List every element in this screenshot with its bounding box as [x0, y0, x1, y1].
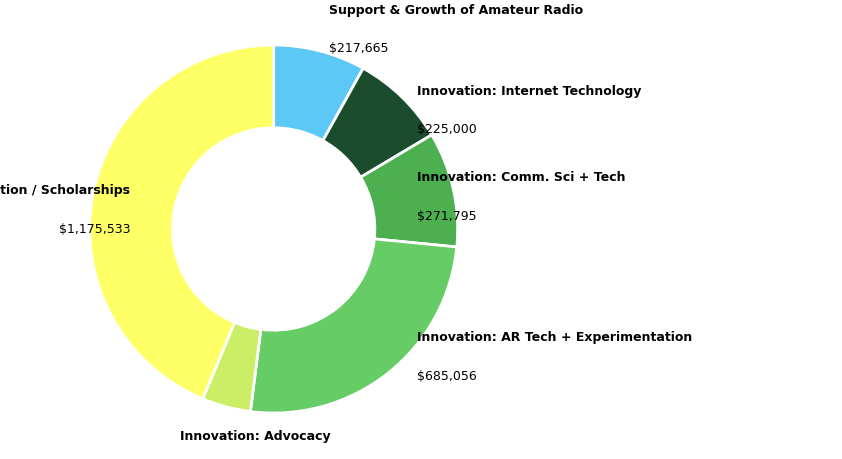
- Wedge shape: [274, 46, 363, 141]
- Text: Innovation: Comm. Sci + Tech: Innovation: Comm. Sci + Tech: [417, 171, 626, 184]
- Text: Education / Scholarships: Education / Scholarships: [0, 184, 131, 196]
- Wedge shape: [360, 135, 458, 247]
- Wedge shape: [323, 69, 432, 178]
- Text: Innovation: Advocacy: Innovation: Advocacy: [180, 430, 331, 442]
- Text: Support & Growth of Amateur Radio: Support & Growth of Amateur Radio: [329, 4, 583, 17]
- Text: $1,175,533: $1,175,533: [59, 222, 131, 235]
- Wedge shape: [203, 323, 261, 412]
- Text: $271,795: $271,795: [417, 209, 477, 222]
- Text: $685,056: $685,056: [417, 369, 477, 382]
- Wedge shape: [89, 46, 274, 399]
- Text: $225,000: $225,000: [417, 123, 477, 136]
- Text: Innovation: Internet Technology: Innovation: Internet Technology: [417, 84, 642, 97]
- Text: Innovation: AR Tech + Experimentation: Innovation: AR Tech + Experimentation: [417, 330, 692, 343]
- Wedge shape: [250, 239, 456, 413]
- Text: $217,665: $217,665: [329, 42, 388, 55]
